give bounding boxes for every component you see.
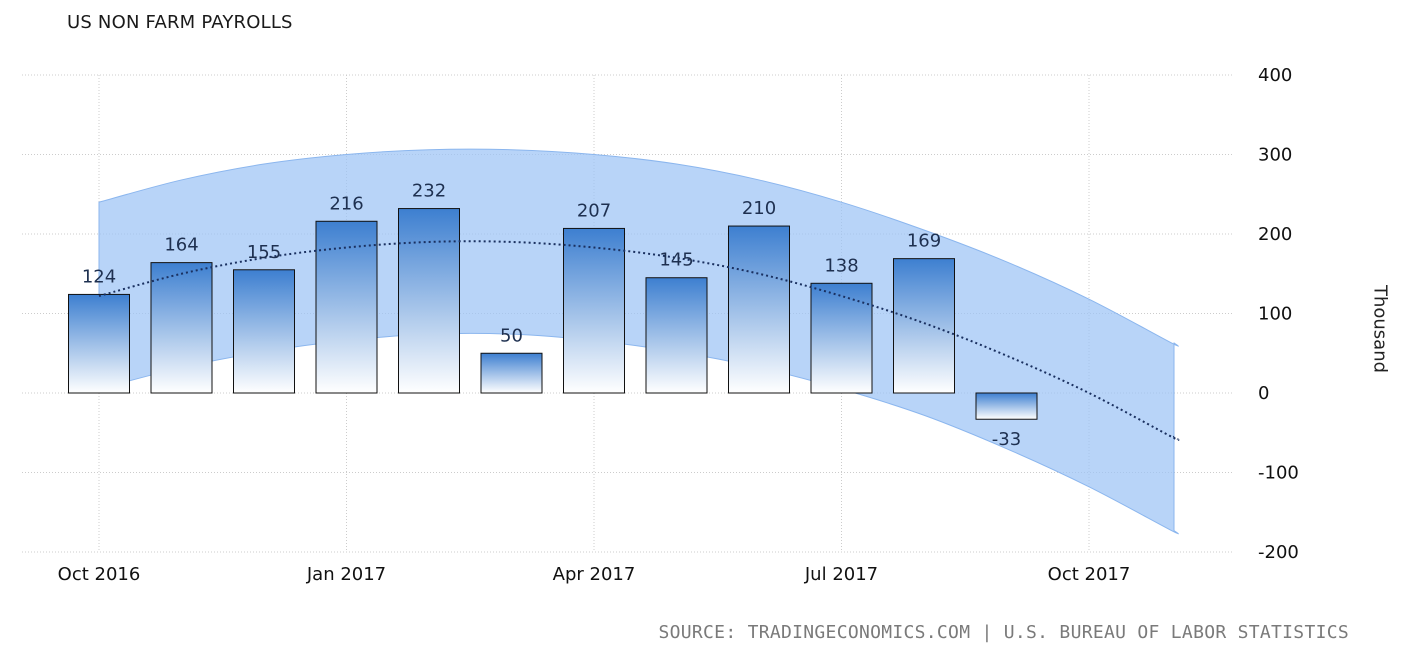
- bar: [728, 225, 790, 394]
- bar: [233, 269, 295, 394]
- data-labels: 124 164 155 216 232 50 207 145 210 138 169 -33: [82, 181, 1021, 451]
- x-tick-label: Apr 2017: [553, 564, 636, 585]
- data-label: 155: [247, 242, 281, 263]
- y-tick-label: 0: [1258, 383, 1269, 404]
- x-tick-label: Jan 2017: [306, 564, 386, 585]
- data-label: 169: [907, 231, 941, 252]
- bars: [68, 208, 1038, 420]
- y-tick-label: -100: [1258, 463, 1299, 484]
- data-label: 145: [659, 250, 693, 271]
- x-tick-label: Jul 2017: [804, 564, 878, 585]
- bar: [315, 220, 378, 394]
- bar: [480, 352, 543, 394]
- data-label: 232: [412, 181, 446, 202]
- data-label: 50: [500, 325, 523, 346]
- bar: [563, 227, 625, 394]
- bar: [893, 258, 955, 394]
- forecast-trend-line: [98, 240, 1180, 441]
- trend-line: [98, 240, 1180, 441]
- y-tick-label: 300: [1258, 145, 1292, 166]
- x-tick-label: Oct 2016: [58, 564, 141, 585]
- data-label: 216: [329, 193, 363, 214]
- bar: [810, 282, 873, 394]
- source-credit: SOURCE: TRADINGECONOMICS.COM | U.S. BURE…: [658, 622, 1349, 643]
- bar: [975, 392, 1038, 420]
- bar: [398, 208, 460, 394]
- data-label: 164: [164, 235, 198, 256]
- bar: [68, 293, 130, 394]
- y-tick-label: 400: [1258, 65, 1292, 86]
- data-label: 207: [577, 200, 611, 221]
- y-tick-label: 100: [1258, 304, 1292, 325]
- y-ticks: 400 300 200 100 0 -100 -200: [1258, 65, 1299, 563]
- x-tick-label: Oct 2017: [1048, 564, 1131, 585]
- data-label: -33: [992, 429, 1021, 450]
- y-tick-label: 200: [1258, 224, 1292, 245]
- data-label: 124: [82, 266, 116, 287]
- bar: [645, 277, 708, 394]
- chart-title: US NON FARM PAYROLLS: [67, 12, 293, 33]
- x-ticks: Oct 2016 Jan 2017 Apr 2017 Jul 2017 Oct 2017: [58, 564, 1131, 585]
- bar: [150, 262, 213, 394]
- data-label: 138: [824, 255, 858, 276]
- y-tick-label: -200: [1258, 542, 1299, 563]
- data-label: 210: [742, 198, 776, 219]
